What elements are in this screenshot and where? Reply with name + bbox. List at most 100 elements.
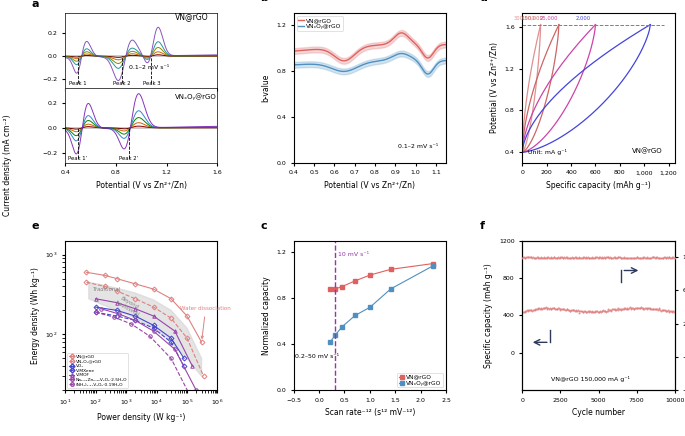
VN@rGO [419, 51, 427, 57]
Point [582, 308, 593, 315]
Point [540, 254, 551, 261]
Point [654, 254, 665, 261]
(NH₄)₀.₁₇V₂O₅·0.19H₂O [110, 314, 118, 320]
Point [576, 308, 587, 315]
Point [604, 254, 615, 261]
Point [580, 308, 591, 315]
Point [593, 254, 604, 261]
Point [655, 307, 666, 314]
Na₀.₁₂Zn₀.₂₅V₂O₅·2.5H₂O [149, 328, 158, 334]
Point [657, 254, 668, 261]
Point [660, 307, 671, 314]
Point [657, 307, 668, 314]
Point [549, 255, 560, 262]
Point [660, 254, 671, 261]
Point [658, 307, 669, 313]
Point [592, 254, 603, 261]
Point [610, 305, 621, 312]
Point [616, 254, 627, 261]
VNₓOᵧ@rGO [442, 58, 450, 63]
Point [532, 254, 543, 261]
Point [656, 307, 667, 313]
Point [636, 303, 647, 310]
Point [661, 308, 672, 315]
Point [641, 254, 652, 261]
Point [555, 305, 566, 312]
Point [569, 254, 580, 261]
Point [564, 307, 575, 314]
Point [566, 306, 577, 313]
Point [654, 306, 665, 313]
Point [547, 254, 558, 261]
Point [606, 307, 616, 313]
Point [664, 308, 675, 315]
Point [602, 254, 613, 261]
VN@rGO [366, 272, 374, 278]
Point [531, 306, 542, 313]
Point [582, 254, 593, 261]
Point [516, 255, 527, 262]
V-MXene [167, 340, 175, 345]
Point [651, 254, 662, 261]
Point [625, 254, 636, 261]
Point [662, 254, 673, 261]
Na₀.₁₂Zn₀.₂₅V₂O₅·2.5H₂O [192, 388, 200, 393]
Point [664, 307, 675, 314]
Point [668, 308, 679, 315]
V-MOF [91, 296, 100, 301]
Point [547, 304, 558, 311]
Text: 2,000: 2,000 [575, 16, 591, 21]
Point [642, 304, 653, 311]
Point [590, 254, 601, 261]
Point [660, 254, 671, 261]
Point [614, 254, 625, 261]
Point [668, 254, 679, 261]
Point [536, 254, 547, 261]
Point [526, 306, 537, 313]
Point [522, 307, 533, 314]
Point [580, 307, 590, 314]
VN@rGO [290, 48, 298, 54]
Text: Water dissociation: Water dissociation [180, 307, 231, 338]
Point [520, 254, 531, 261]
Point [542, 254, 553, 261]
Y-axis label: b-value: b-value [262, 74, 271, 102]
Point [587, 309, 598, 316]
Point [570, 307, 581, 314]
VN@rGO [340, 58, 348, 64]
Point [524, 254, 535, 261]
Point [548, 254, 559, 261]
Point [617, 254, 628, 261]
Line: VN@rGO: VN@rGO [294, 33, 446, 61]
Point [581, 309, 592, 316]
V-MOF [113, 300, 121, 305]
Point [627, 304, 638, 311]
VNₓOᵧ@rGO [149, 304, 158, 310]
Point [667, 308, 678, 315]
Point [653, 306, 664, 313]
Point [569, 254, 580, 261]
Point [588, 254, 599, 261]
Text: VN@rGO: VN@rGO [632, 148, 662, 155]
Line: VN@rGO: VN@rGO [85, 271, 203, 344]
Point [597, 307, 608, 314]
Point [588, 308, 599, 315]
Point [647, 254, 658, 261]
Point [563, 255, 574, 262]
Point [562, 306, 573, 313]
Point [556, 306, 566, 313]
Point [536, 254, 547, 261]
VNₓOᵧ@rGO [326, 339, 334, 344]
Point [575, 308, 586, 315]
Point [601, 307, 612, 314]
Text: c: c [260, 221, 266, 231]
Point [607, 306, 618, 313]
Point [522, 254, 533, 261]
Point [625, 306, 636, 313]
Point [593, 309, 604, 316]
Point [600, 254, 611, 261]
Point [551, 305, 562, 312]
Point [656, 307, 667, 314]
Point [589, 309, 600, 316]
VOₓ [91, 304, 100, 310]
